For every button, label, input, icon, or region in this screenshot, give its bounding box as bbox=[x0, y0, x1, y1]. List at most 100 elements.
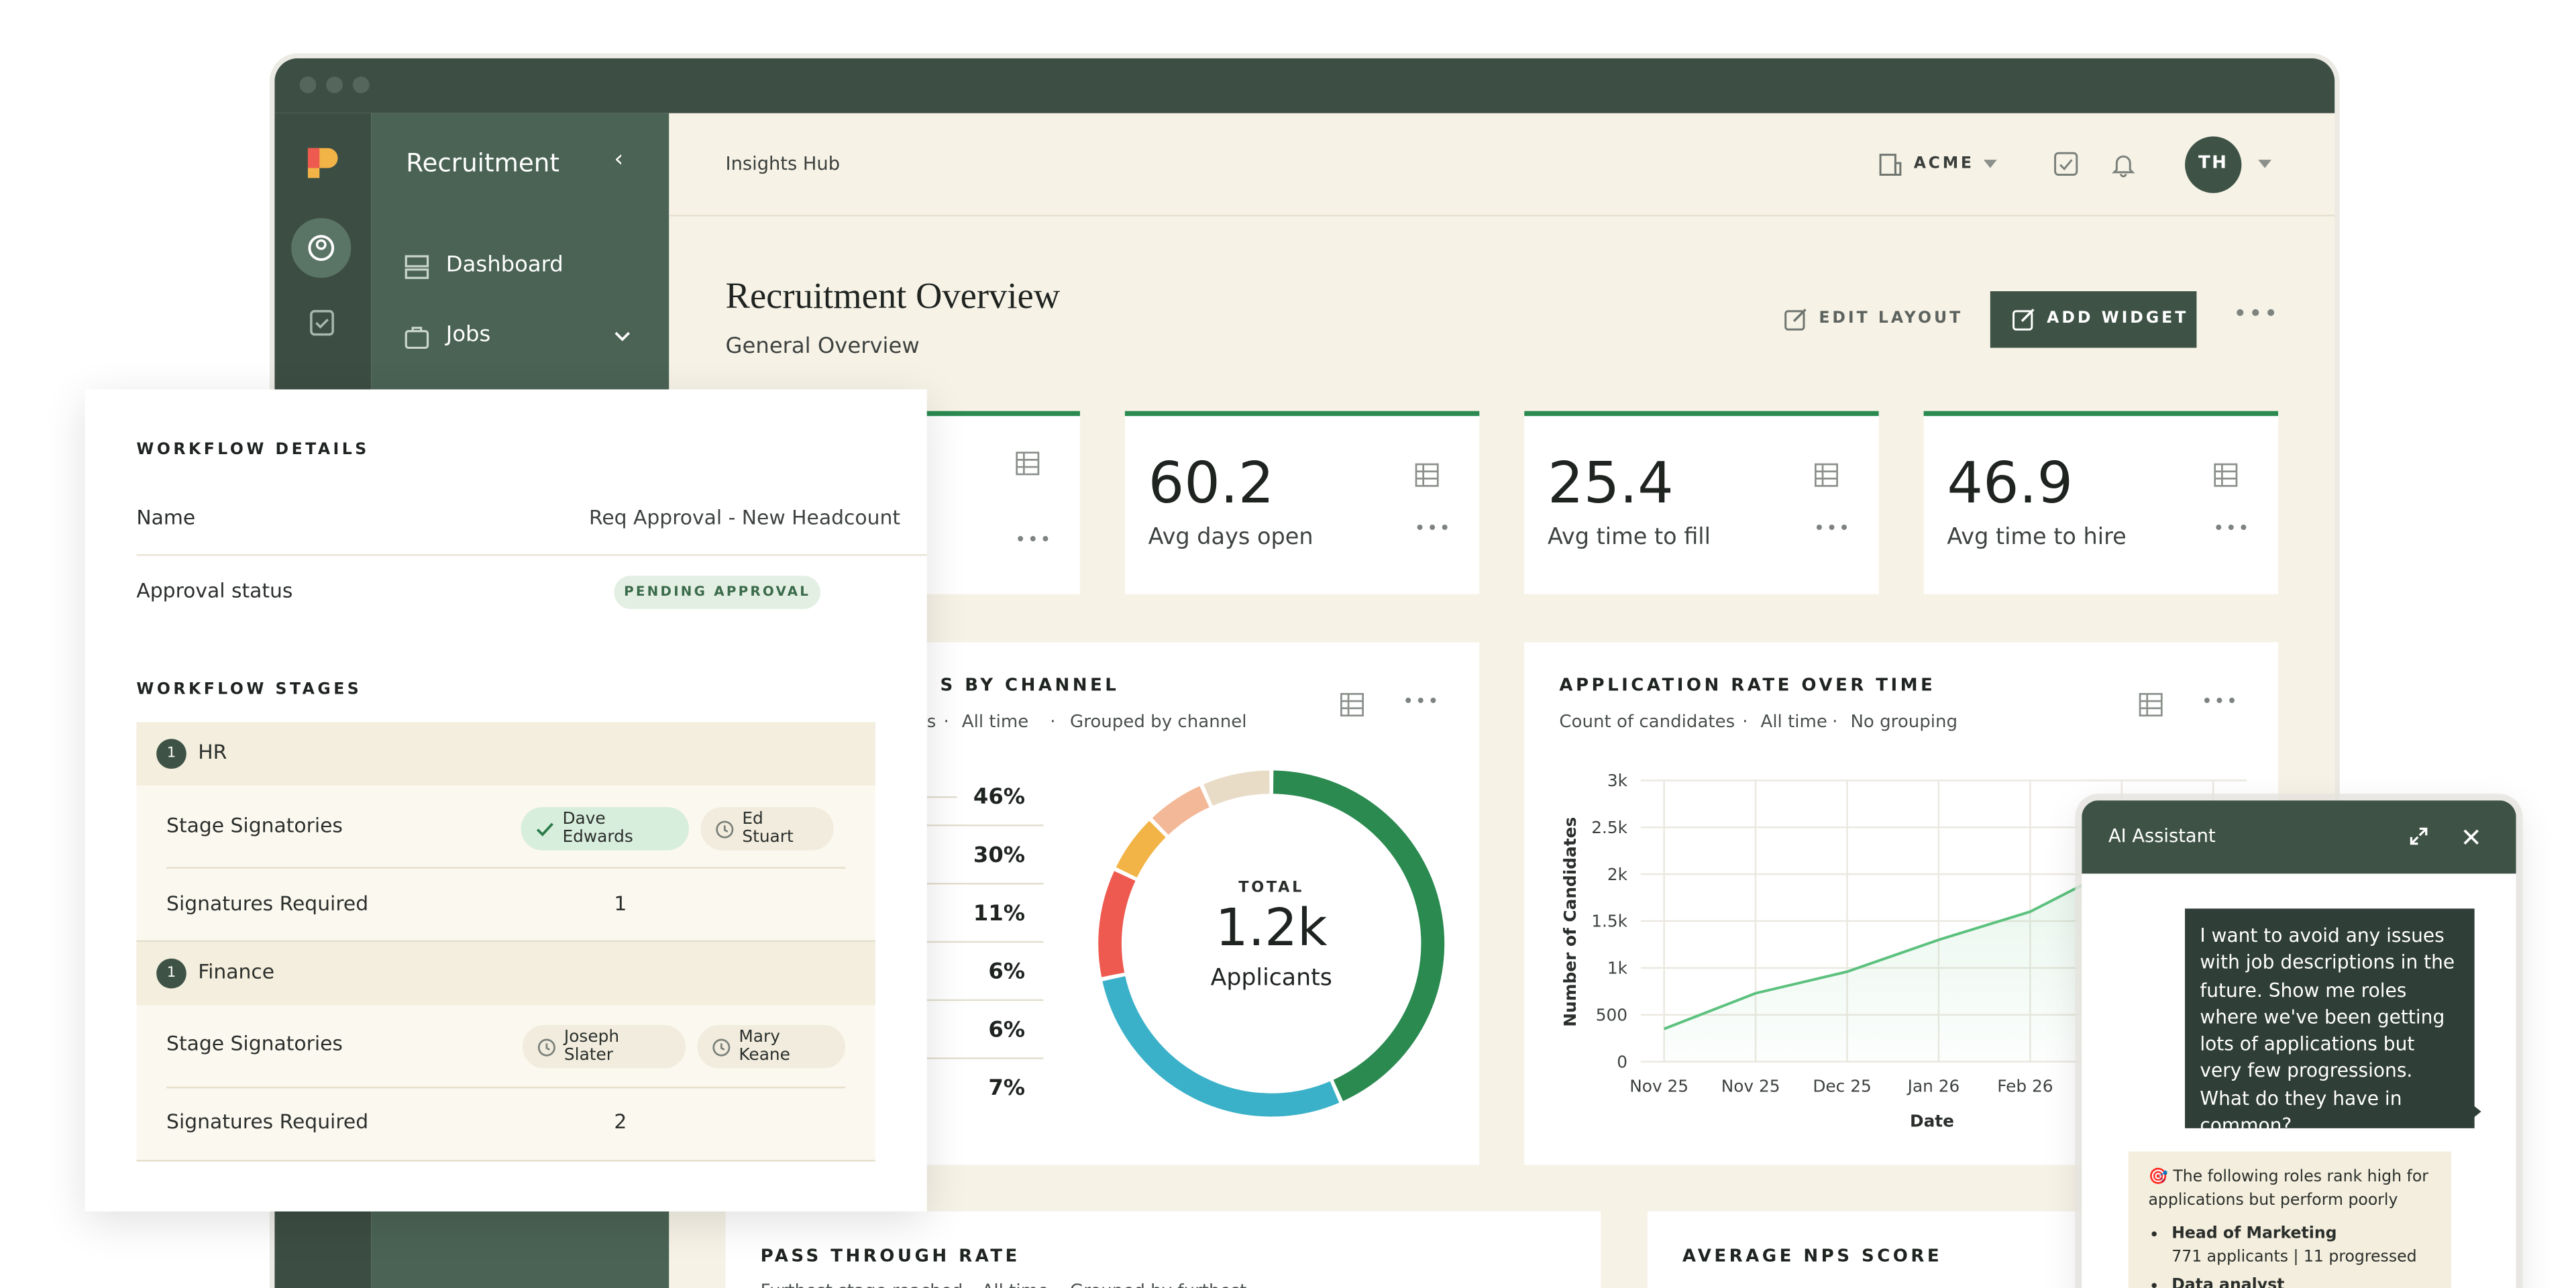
org-name[interactable]: ACME bbox=[1913, 154, 1974, 173]
field-label: Approval status bbox=[136, 579, 293, 602]
widget-filter: Furthest stage reached bbox=[761, 1281, 963, 1288]
y-tick-label: 2.5k bbox=[1591, 818, 1627, 837]
more-button[interactable]: ••• bbox=[1813, 517, 1851, 539]
jobs-icon bbox=[405, 327, 429, 350]
divider bbox=[166, 867, 846, 869]
row-label: Stage Signatories bbox=[166, 1031, 343, 1055]
kpi-label: Avg days open bbox=[1148, 524, 1313, 551]
more-button[interactable]: ••• bbox=[2201, 690, 2239, 712]
kpi-card bbox=[1923, 411, 2278, 594]
separator: · bbox=[1742, 712, 1748, 733]
y-tick-label: 1k bbox=[1607, 959, 1628, 978]
rail-icon-active bbox=[291, 217, 352, 278]
role-name: Head of Marketing bbox=[2171, 1224, 2337, 1244]
stage-name: HR bbox=[198, 740, 227, 764]
signatory-name: Joseph Slater bbox=[564, 1028, 620, 1065]
kpi-label: Avg time to fill bbox=[1547, 524, 1711, 551]
signatory-chip: Joseph Slater bbox=[522, 1025, 686, 1069]
avatar-caret bbox=[2258, 160, 2272, 168]
assistant-title: AI Assistant bbox=[2108, 825, 2216, 847]
expand-button[interactable] bbox=[2410, 827, 2428, 845]
stage-number: 1 bbox=[166, 965, 176, 982]
avatar-initials: TH bbox=[2198, 153, 2229, 173]
x-tick-label: Jan 26 bbox=[1907, 1076, 1960, 1095]
divider bbox=[136, 940, 875, 943]
field-label: Name bbox=[136, 506, 196, 529]
more-button[interactable]: ••• bbox=[1403, 690, 1440, 712]
widget-filter: No grouping bbox=[1850, 712, 1958, 733]
pass-through-widget bbox=[725, 1211, 1601, 1288]
sidebar-title: Recruitment bbox=[406, 148, 559, 178]
widget-filter: All time bbox=[1760, 712, 1827, 733]
org-caret bbox=[1983, 160, 1997, 168]
assistant-header bbox=[2082, 800, 2516, 874]
dashboard-icon bbox=[405, 255, 429, 279]
signatory-chip: Ed Stuart bbox=[700, 807, 834, 851]
logo bbox=[307, 148, 338, 178]
nav-item[interactable]: Jobs bbox=[445, 323, 491, 348]
section-title: WORKFLOW DETAILS bbox=[136, 441, 370, 460]
widget-title: APPLICATION RATE OVER TIME bbox=[1559, 676, 1936, 696]
kpi-card bbox=[1124, 411, 1480, 594]
widget-filter: Grouped by furthest... bbox=[1070, 1281, 1263, 1288]
stage-number: 1 bbox=[166, 745, 176, 763]
reply-item: Head of Marketing 771 applicants | 11 pro… bbox=[2171, 1223, 2431, 1268]
required-count: 1 bbox=[614, 892, 627, 916]
required-count: 2 bbox=[614, 1110, 627, 1134]
kpi-label: Avg time to hire bbox=[1947, 524, 2127, 551]
kpi-value: 25.4 bbox=[1547, 451, 1674, 518]
separator: · bbox=[965, 1281, 971, 1288]
separator: · bbox=[943, 712, 949, 733]
kpi-value: 60.2 bbox=[1148, 451, 1275, 518]
signatory-name: Mary Keane bbox=[739, 1028, 790, 1065]
widget-filter: All time bbox=[982, 1281, 1049, 1288]
reply-intro: 🎯 The following roles rank high for appl… bbox=[2148, 1168, 2428, 1210]
separator: · bbox=[1053, 1281, 1059, 1288]
donut-segment bbox=[1273, 770, 1445, 1102]
x-axis-label: Date bbox=[1910, 1111, 1954, 1130]
more-button[interactable]: ••• bbox=[2213, 517, 2251, 539]
row-label: Stage Signatories bbox=[166, 814, 343, 837]
role-name: Data analyst bbox=[2171, 1276, 2285, 1288]
assistant-reply: 🎯 The following roles rank high for appl… bbox=[2128, 1151, 2451, 1288]
more-button[interactable]: ••• bbox=[1015, 529, 1053, 551]
x-tick-label: Nov 25 bbox=[1721, 1076, 1780, 1095]
rail-icon bbox=[310, 310, 334, 336]
area bbox=[1664, 804, 2214, 1062]
donut-caption: TOTAL bbox=[1238, 880, 1305, 898]
stage-header bbox=[136, 942, 875, 1006]
close-button[interactable] bbox=[2463, 828, 2479, 845]
widget-title: PASS THROUGH RATE bbox=[760, 1246, 1020, 1267]
reply-list: Head of Marketing 771 applicants | 11 pro… bbox=[2148, 1223, 2431, 1288]
widget-filter: s bbox=[926, 712, 936, 733]
more-button[interactable]: ••• bbox=[2233, 301, 2279, 328]
donut-unit: Applicants bbox=[1210, 965, 1332, 992]
channel-percent: 6% bbox=[988, 959, 1025, 984]
x-tick-label: Dec 25 bbox=[1813, 1076, 1871, 1095]
collapse-icon[interactable]: ‹ bbox=[614, 146, 624, 173]
page-title: Recruitment Overview bbox=[725, 274, 1061, 317]
widget-title: AVERAGE NPS SCORE bbox=[1682, 1246, 1943, 1267]
separator: · bbox=[1050, 712, 1056, 733]
signatory-name: Dave Edwards bbox=[562, 810, 633, 847]
divider bbox=[136, 554, 927, 556]
donut-segment bbox=[1203, 770, 1270, 806]
donut-segment bbox=[1102, 976, 1340, 1117]
edit-layout-button[interactable]: EDIT LAYOUT bbox=[1819, 309, 1964, 328]
signatory-name: Ed Stuart bbox=[742, 810, 794, 847]
stage-name: Finance bbox=[198, 960, 275, 984]
donut-segment bbox=[1116, 820, 1166, 878]
add-widget-label: ADD WIDGET bbox=[2047, 309, 2189, 328]
row-label: Signatures Required bbox=[166, 1110, 369, 1134]
page-subtitle: General Overview bbox=[725, 334, 920, 360]
kpi-value: 46.9 bbox=[1947, 451, 2074, 518]
stage-number-badge bbox=[156, 739, 186, 769]
nav-item[interactable]: Dashboard bbox=[445, 253, 564, 278]
user-message: I want to avoid any issues with job desc… bbox=[2185, 908, 2475, 1136]
widget-filter: Count of candidates bbox=[1559, 712, 1735, 733]
donut-segment bbox=[1098, 871, 1136, 977]
more-button[interactable]: ••• bbox=[1414, 517, 1452, 539]
status-text: PENDING APPROVAL bbox=[624, 584, 811, 600]
avatar[interactable] bbox=[2185, 136, 2242, 193]
